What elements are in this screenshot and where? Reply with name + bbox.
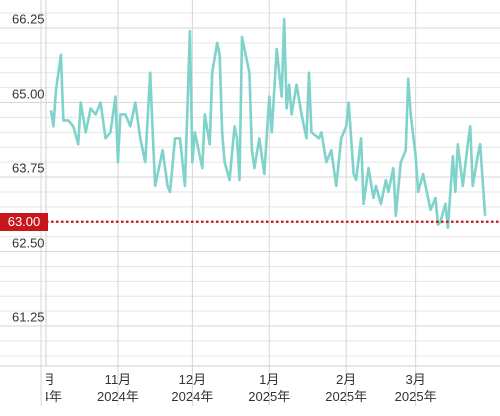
x-tick-label: 12月 2024年 <box>171 372 214 404</box>
y-tick-label: 63.75 <box>12 160 45 176</box>
x-tick-label: 11月 2024年 <box>96 372 139 404</box>
x-tick-label: 1月 2025年 <box>248 372 291 404</box>
x-axis-labels: 10月 2024年 11月 2024年 12月 2024年 1月 2025年 2月 20… <box>46 366 500 416</box>
x-tick-label: 2月 2025年 <box>325 372 368 404</box>
y-tick-label: 61.25 <box>12 309 45 325</box>
y-tick-label: 65.00 <box>12 86 45 102</box>
y-tick-label: 66.25 <box>12 11 45 27</box>
y-tick-label: 62.50 <box>12 235 45 251</box>
x-tick-label: 10月 2024年 <box>46 372 63 404</box>
reference-label: 63.00 <box>0 212 48 231</box>
x-tick-label: 3月 2025年 <box>394 372 437 404</box>
price-line <box>49 17 487 230</box>
